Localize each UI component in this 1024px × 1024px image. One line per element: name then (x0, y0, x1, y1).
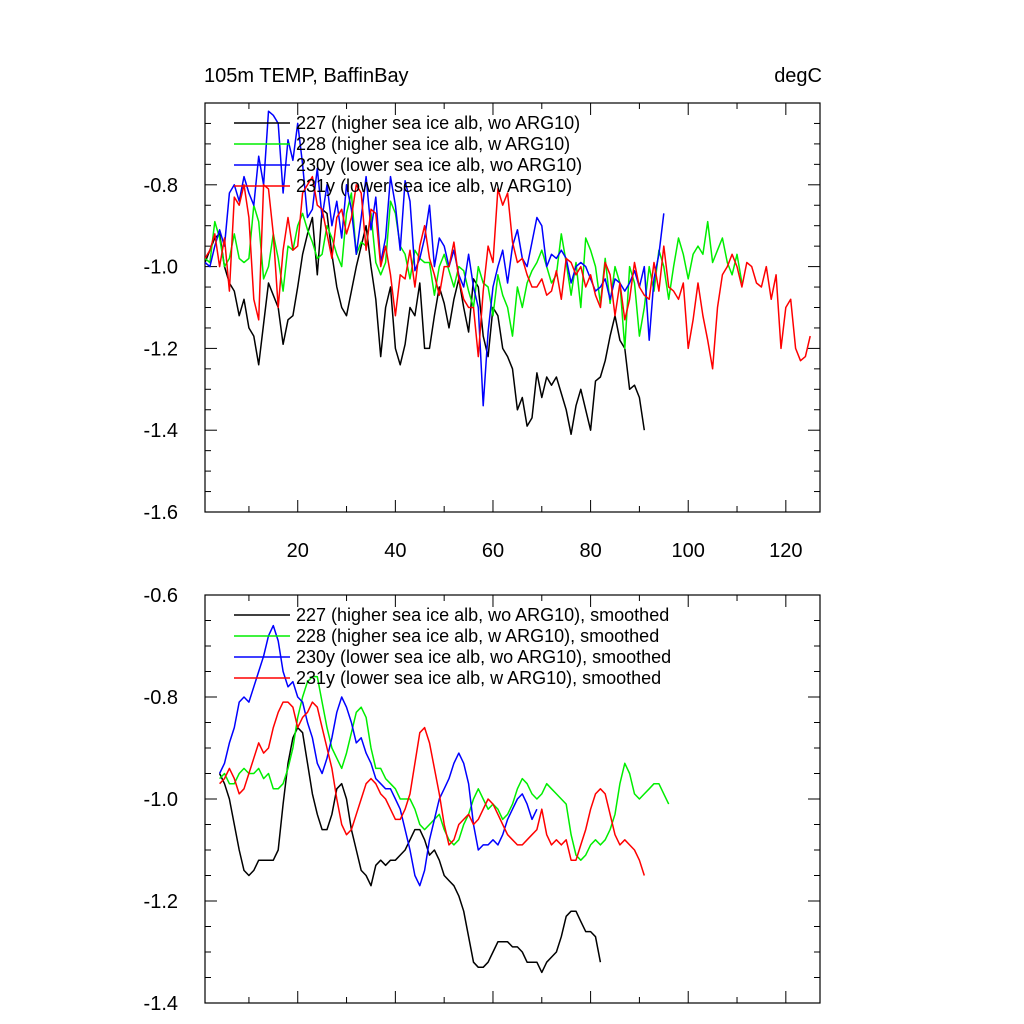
y-tick-label: -1.0 (144, 789, 178, 811)
y-tick-label: -1.2 (144, 891, 178, 913)
series-line-3 (219, 701, 646, 876)
legend-label: 230y (lower sea ice alb, wo ARG10), smoo… (296, 647, 671, 667)
series-line-3 (205, 175, 811, 370)
bottom-panel-smoothed-temperature: -1.4 -1.2 -1.0 -0.8 -0.6 227 (higher sea ice … (144, 585, 821, 1015)
series-line-2 (218, 624, 538, 887)
legend-label: 227 (higher sea ice alb, wo ARG10), smoo… (296, 605, 669, 625)
series-line-0 (218, 726, 602, 974)
y-tick-label: -1.4 (144, 420, 178, 442)
series-line-1 (219, 675, 670, 861)
y-tick-label: -1.0 (144, 257, 178, 279)
x-tick-label: 80 (579, 540, 601, 562)
x-tick-label: 100 (672, 540, 705, 562)
legend-label: 230y (lower sea ice alb, wo ARG10) (296, 155, 582, 175)
y-tick-label: -0.6 (144, 585, 178, 607)
y-tick-label: -0.8 (144, 687, 178, 709)
units-label: degC (774, 65, 822, 87)
y-tick-label: -1.2 (144, 338, 178, 360)
x-tick-label: 120 (769, 540, 802, 562)
x-tick-label: 20 (287, 540, 309, 562)
legend-label: 228 (higher sea ice alb, w ARG10), smoot… (296, 626, 659, 646)
x-tick-label: 60 (482, 540, 504, 562)
x-tick-label: 40 (384, 540, 406, 562)
series-line-2 (205, 110, 665, 407)
top-panel-raw-temperature: 20 40 60 80 100 120 -1.6 -1.4 -1.2 -1.0 -0.8 227 (h… (144, 102, 821, 562)
y-tick-label: -1.6 (144, 502, 178, 524)
legend-label: 231y (lower sea ice alb, w ARG10) (296, 176, 572, 196)
legend-label: 228 (higher sea ice alb, w ARG10) (296, 134, 570, 154)
series-line-0 (205, 208, 646, 436)
y-tick-label: -0.8 (144, 175, 178, 197)
legend-label: 231y (lower sea ice alb, w ARG10), smoot… (296, 668, 661, 688)
chart-title: 105m TEMP, BaffinBay (204, 65, 409, 87)
y-tick-label: -1.4 (144, 993, 178, 1015)
legend-label: 227 (higher sea ice alb, wo ARG10) (296, 113, 580, 133)
